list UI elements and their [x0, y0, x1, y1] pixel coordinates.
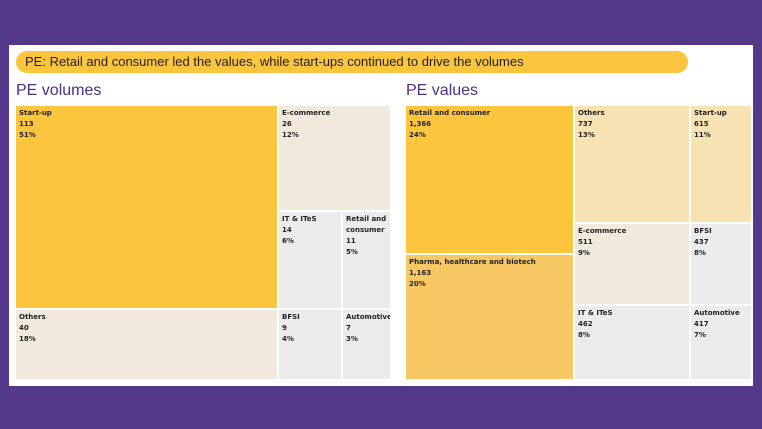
tile-value: 417	[694, 320, 709, 328]
tile-share: 3%	[346, 335, 358, 343]
tile-label: E-commerce	[282, 109, 331, 117]
values-tile-others: Others 737 13%	[575, 106, 691, 224]
tile-value: 9	[282, 324, 287, 332]
tile-value: 1,366	[409, 120, 432, 128]
tile-value: 737	[578, 120, 593, 128]
values-tile-it-ites: IT & ITeS 462 8%	[575, 306, 691, 381]
tile-share: 51%	[19, 131, 36, 139]
tile-share: 8%	[694, 249, 706, 257]
volumes-tile-others: Others 40 18%	[16, 310, 279, 381]
tile-value: 7	[346, 324, 351, 332]
tile-value: 437	[694, 238, 709, 246]
tile-value: 11	[346, 237, 356, 245]
tile-label: BFSI	[282, 313, 300, 321]
tile-label: Automotive	[694, 309, 740, 317]
tile-share: 18%	[19, 335, 36, 343]
volumes-tile-it-ites: IT & ITeS 14 6%	[279, 212, 343, 310]
tile-share: 24%	[409, 131, 426, 139]
values-title: PE values	[406, 82, 479, 99]
tile-label: BFSI	[694, 227, 712, 235]
volumes-tile-e-commerce: E-commerce 26 12%	[279, 106, 392, 212]
tile-label: Retail and consumer	[409, 109, 491, 117]
tile-share: 20%	[409, 280, 426, 288]
tile-share: 8%	[578, 331, 590, 339]
headline-banner: PE: Retail and consumer led the values, …	[16, 51, 688, 73]
values-tile-start-up: Start-up 615 11%	[691, 106, 753, 224]
report-slide: PE: Retail and consumer led the values, …	[9, 45, 753, 386]
volumes-tile-automotive: Automotive 7 3%	[343, 310, 392, 381]
tile-label: Others	[578, 109, 605, 117]
tile-value: 615	[694, 120, 709, 128]
values-treemap: Retail and consumer 1,366 24% Pharma, he…	[406, 106, 753, 381]
tile-value: 14	[282, 226, 292, 234]
values-tile-bfsi: BFSI 437 8%	[691, 224, 753, 306]
volumes-tile-start-up: Start-up 113 51%	[16, 106, 279, 310]
tile-label: Automotive	[346, 313, 392, 321]
values-tile-retail-consumer: Retail and consumer 1,366 24%	[406, 106, 575, 255]
values-tile-automotive: Automotive 417 7%	[691, 306, 753, 381]
tile-label: IT & ITeS	[282, 215, 317, 223]
tile-value: 113	[19, 120, 34, 128]
tile-label: Retail and consumer	[346, 215, 387, 234]
tile-label: Start-up	[19, 109, 52, 117]
tile-label: Others	[19, 313, 46, 321]
tile-label: IT & ITeS	[578, 309, 613, 317]
tile-share: 11%	[694, 131, 711, 139]
tile-share: 13%	[578, 131, 595, 139]
tile-label: Start-up	[694, 109, 727, 117]
tile-share: 6%	[282, 237, 294, 245]
tile-share: 9%	[578, 249, 590, 257]
values-tile-e-commerce: E-commerce 511 9%	[575, 224, 691, 306]
volumes-title: PE volumes	[16, 82, 102, 99]
tile-label: E-commerce	[578, 227, 627, 235]
tile-value: 26	[282, 120, 292, 128]
volumes-treemap: Start-up 113 51% Others 40 18% E-commerc…	[16, 106, 392, 381]
tile-value: 462	[578, 320, 593, 328]
tile-share: 5%	[346, 248, 358, 256]
tile-share: 4%	[282, 335, 294, 343]
tile-label: Pharma, healthcare and biotech	[409, 258, 536, 266]
tile-share: 7%	[694, 331, 706, 339]
volumes-tile-bfsi: BFSI 9 4%	[279, 310, 343, 381]
tile-value: 511	[578, 238, 593, 246]
values-tile-pharma-healthcare-biotech: Pharma, healthcare and biotech 1,163 20%	[406, 255, 575, 381]
tile-value: 40	[19, 324, 29, 332]
tile-value: 1,163	[409, 269, 432, 277]
tile-share: 12%	[282, 131, 299, 139]
volumes-tile-retail-consumer: Retail and consumer 11 5%	[343, 212, 392, 310]
